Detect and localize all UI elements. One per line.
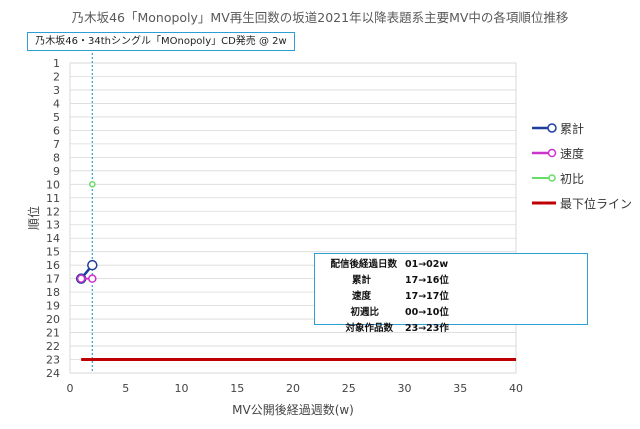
x-tick-label: 25: [342, 382, 356, 395]
info-value-count: 23→23作: [405, 323, 449, 334]
legend-item-speed: 速度: [530, 143, 640, 168]
info-value-cumulative: 17→16位: [405, 275, 449, 286]
data-point-cumulative: [87, 259, 98, 271]
y-tick-label: 3: [53, 84, 60, 97]
y-tick-label: 23: [46, 354, 60, 367]
y-tick-label: 13: [46, 219, 60, 232]
info-row-first-week: 初週比 00→10位: [315, 305, 587, 321]
info-row-speed: 速度 17→17位: [315, 289, 587, 305]
y-tick-label: 14: [46, 232, 60, 245]
y-tick-label: 12: [46, 205, 60, 218]
y-tick-label: 17: [46, 273, 60, 286]
legend-item-first-week: 初比: [530, 168, 640, 193]
info-box: 配信後経過日数 01→02w 累計 17→16位 速度 17→17位 初週比 00→10…: [314, 253, 588, 334]
y-tick-label: 10: [46, 178, 60, 191]
y-tick-label: 11: [46, 192, 60, 205]
y-tick-label: 21: [46, 327, 60, 340]
legend-marker-first-week: [532, 174, 556, 182]
legend-label-speed: 速度: [560, 147, 585, 161]
x-tick-label: 0: [67, 382, 74, 395]
legend-marker-bottom-line: [532, 201, 556, 205]
y-tick-label: 19: [46, 300, 60, 313]
info-row-days: 配信後経過日数 01→02w: [315, 257, 587, 273]
info-label-speed: 速度: [351, 291, 371, 302]
legend-label-cumulative: 累計: [560, 122, 585, 136]
y-tick-label: 2: [53, 70, 60, 83]
y-tick-label: 20: [46, 313, 60, 326]
chart-title: 乃木坂46「Monopoly」MV再生回数の坂道2021年以降表題系主要MV中の…: [71, 10, 569, 25]
info-row-count: 対象作品数 23→23作: [315, 321, 587, 337]
info-label-count: 対象作品数: [345, 323, 393, 334]
x-tick-label: 40: [509, 382, 523, 395]
legend-item-bottom-line: 最下位ライン: [530, 193, 640, 218]
data-point-speed: [88, 274, 97, 283]
x-tick-label: 5: [122, 382, 129, 395]
x-tick-label: 15: [230, 382, 244, 395]
legend: 累計 速度 初比 最下位ライン: [530, 118, 640, 218]
y-tick-label: 22: [46, 340, 60, 353]
y-tick-label: 5: [53, 111, 60, 124]
info-value-speed: 17→17位: [405, 291, 449, 302]
data-point-speed: [76, 274, 86, 283]
y-tick-label: 1: [53, 57, 60, 70]
x-tick-label: 20: [286, 382, 300, 395]
y-tick-label: 9: [53, 165, 60, 178]
legend-label-first-week: 初比: [560, 172, 585, 186]
x-tick-label: 30: [398, 382, 412, 395]
info-label-days: 配信後経過日数: [330, 259, 397, 270]
y-tick-label: 7: [53, 138, 60, 151]
y-tick-label: 15: [46, 246, 60, 259]
x-tick-label: 35: [453, 382, 467, 395]
legend-label-bottom-line: 最下位ライン: [560, 197, 633, 211]
y-tick-label: 6: [53, 124, 60, 137]
legend-marker-cumulative: [532, 123, 557, 133]
x-tick-label: 10: [175, 382, 189, 395]
info-row-cumulative: 累計 17→16位: [315, 273, 587, 289]
data-point-first_week_ratio: [89, 181, 96, 188]
y-tick-label: 18: [46, 286, 60, 299]
y-tick-label: 4: [53, 97, 60, 110]
y-tick-label: 16: [46, 259, 60, 272]
legend-marker-speed: [532, 148, 557, 158]
info-value-days: 01→02w: [405, 259, 449, 270]
event-annotation: 乃木坂46・34thシングル「MOnopoly」CD発売 @ 2w: [27, 32, 295, 51]
y-axis-title: 順位: [26, 206, 41, 230]
y-tick-label: 8: [53, 151, 60, 164]
info-label-cumulative: 累計: [351, 275, 371, 286]
info-value-first-week: 00→10位: [405, 307, 449, 318]
y-tick-label: 24: [46, 367, 60, 380]
info-label-first-week: 初週比: [350, 307, 379, 318]
x-axis-title: MV公開後経過週数(w): [232, 402, 354, 417]
legend-item-cumulative: 累計: [530, 118, 640, 143]
